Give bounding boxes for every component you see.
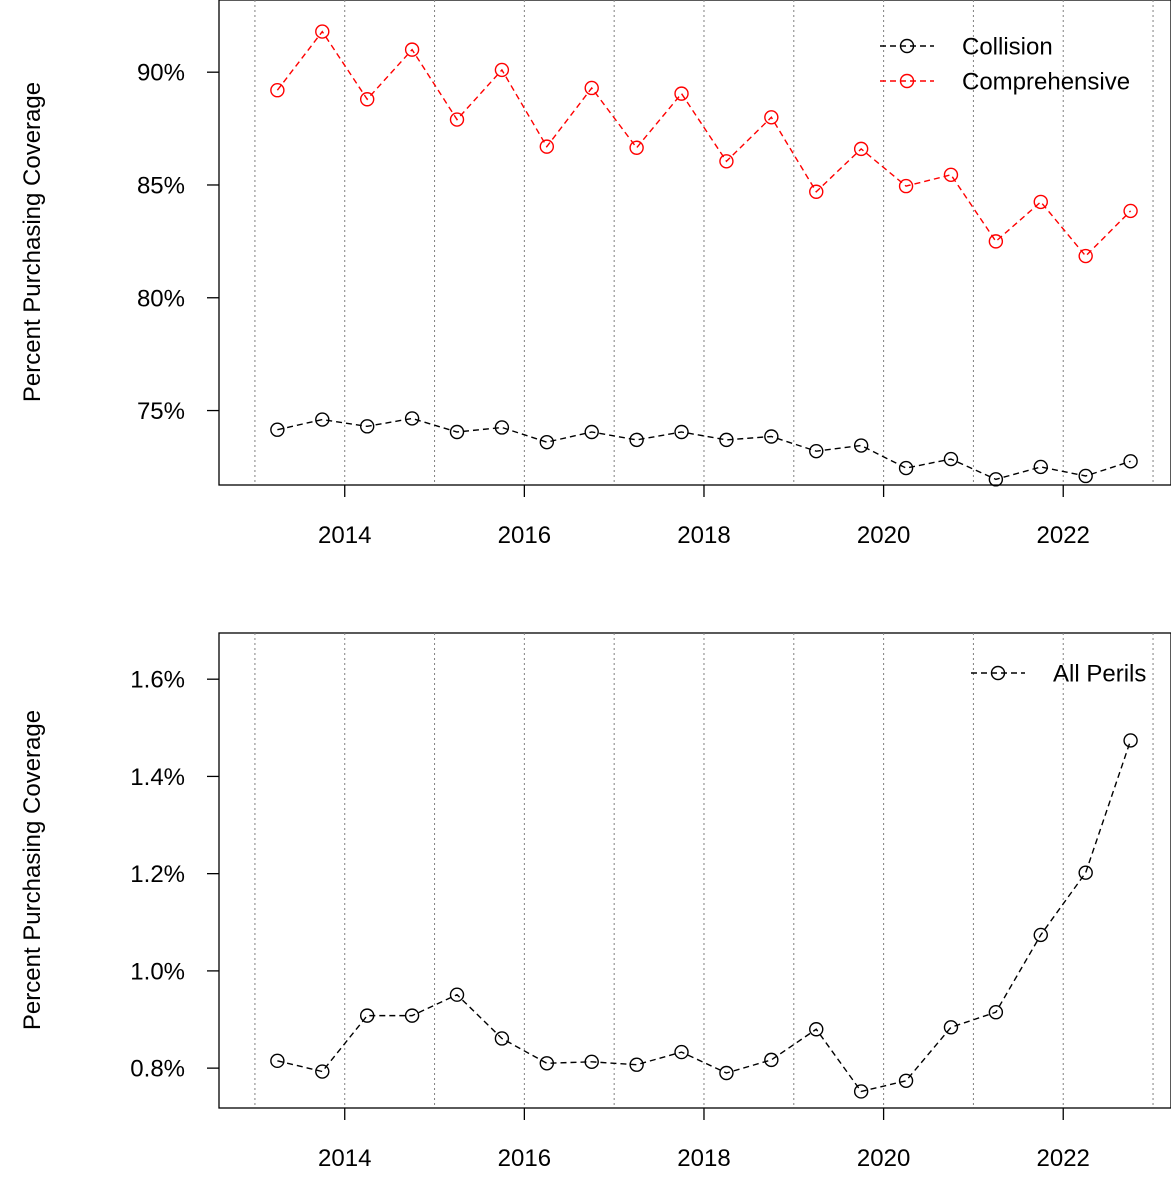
- comprehensive-data-point: [630, 141, 643, 154]
- top-y-tick-label: 90%: [137, 60, 185, 87]
- all-perils-data-point: [1124, 734, 1137, 747]
- comprehensive-data-point: [944, 168, 957, 181]
- top-y-tick-label: 80%: [137, 285, 185, 312]
- top-x-tick-label: 2020: [857, 522, 910, 549]
- top-x-tick-label: 2022: [1037, 522, 1090, 549]
- all-perils-data-point: [900, 1074, 913, 1087]
- bottom-y-tick-label: 1.2%: [130, 861, 185, 888]
- top-panel: 2014 2016 2018 2020 2022 75% 80% 85% 90% Collisi…: [19, 0, 1171, 549]
- bottom-x-tick-label: 2018: [677, 1145, 730, 1172]
- bottom-legend: All Perils: [971, 661, 1146, 688]
- bottom-y-axis-label: Percent Purchasing Coverage: [19, 710, 46, 1030]
- bottom-x-tick-label: 2022: [1037, 1145, 1090, 1172]
- all-perils-data-point: [944, 1021, 957, 1034]
- all-perils-data-point: [316, 1065, 329, 1078]
- bottom-y-tick-label: 1.0%: [130, 958, 185, 985]
- comprehensive-data-point: [1034, 195, 1047, 208]
- bottom-y-tick-label: 1.4%: [130, 764, 185, 791]
- top-x-tick-label: 2016: [498, 522, 551, 549]
- bottom-axes: 2014 2016 2018 2020 2022 0.8% 1.0% 1.2% 1.4% 1.6%: [130, 667, 1090, 1172]
- bottom-x-tick-label: 2020: [857, 1145, 910, 1172]
- top-y-tick-label: 75%: [137, 398, 185, 425]
- bottom-x-tick-label: 2016: [498, 1145, 551, 1172]
- comprehensive-data-point: [1079, 250, 1092, 263]
- collision-data-point: [540, 436, 553, 449]
- collision-data-point: [406, 412, 419, 425]
- all-perils-legend-label: All Perils: [1053, 661, 1146, 688]
- collision-data-point: [900, 462, 913, 475]
- comprehensive-data-point: [675, 87, 688, 100]
- bottom-plot-frame: [219, 633, 1171, 1108]
- bottom-x-tick-label: 2014: [318, 1145, 371, 1172]
- comprehensive-legend-label: Comprehensive: [962, 69, 1130, 96]
- comprehensive-data-point: [989, 235, 1002, 248]
- collision-legend-label: Collision: [962, 34, 1053, 61]
- bottom-y-tick-label: 0.8%: [130, 1056, 185, 1083]
- bottom-panel: 2014 2016 2018 2020 2022 0.8% 1.0% 1.2% 1.4% 1.6%…: [19, 633, 1171, 1172]
- collision-data-point: [1034, 460, 1047, 473]
- top-y-axis-label: Percent Purchasing Coverage: [19, 82, 46, 402]
- top-x-tick-label: 2018: [677, 522, 730, 549]
- collision-data-point: [630, 433, 643, 446]
- all-perils-data-point: [765, 1053, 778, 1066]
- top-x-tick-label: 2014: [318, 522, 371, 549]
- top-y-tick-label: 85%: [137, 172, 185, 199]
- bottom-vertical-gridlines: [255, 633, 1153, 1108]
- bottom-y-tick-label: 1.6%: [130, 667, 185, 694]
- top-axes: 2014 2016 2018 2020 2022 75% 80% 85% 90%: [137, 60, 1090, 549]
- all-perils-data-point: [1079, 866, 1092, 879]
- top-legend: Collision Comprehensive: [880, 34, 1130, 96]
